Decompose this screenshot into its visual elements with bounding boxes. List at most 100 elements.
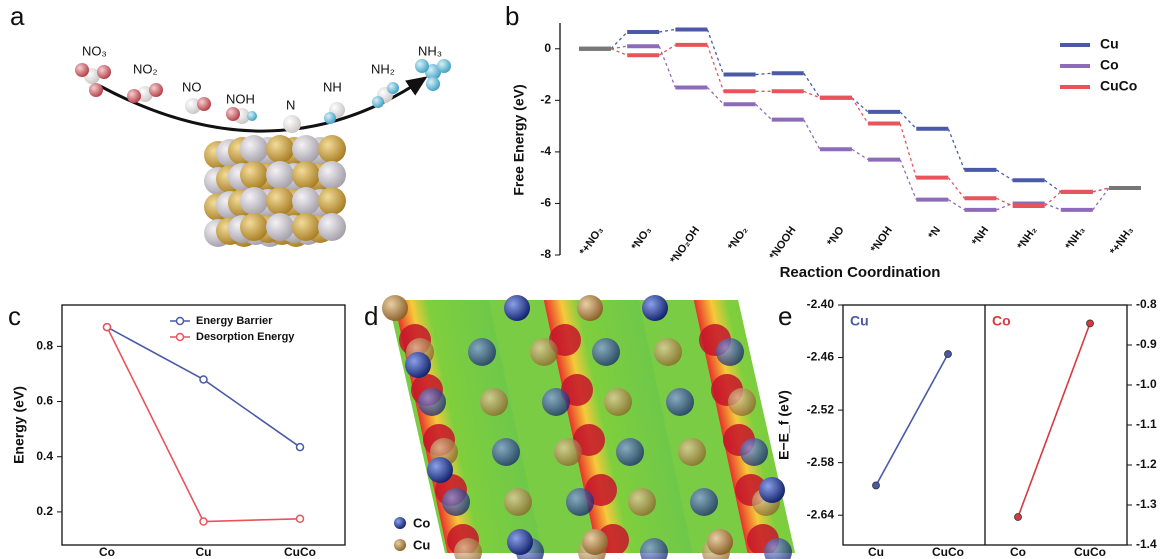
x-tick-label: *NH₂	[1015, 224, 1039, 251]
atom	[604, 388, 632, 416]
x-tick-label: *NOOH	[767, 224, 798, 261]
y-tick-label: -8	[540, 247, 551, 261]
y-tick-label: 0.4	[36, 449, 53, 463]
y-tick-label: 0.8	[36, 339, 53, 353]
atom	[266, 213, 294, 241]
atom	[654, 338, 682, 366]
legend-label: Cu	[1100, 36, 1119, 52]
data-point	[295, 442, 305, 452]
atom	[678, 438, 706, 466]
connector	[658, 44, 676, 56]
x-tick-label: *NO₂	[726, 224, 751, 252]
atom	[292, 213, 320, 241]
connector	[706, 86, 725, 105]
y-tick-label: -1.2	[1136, 457, 1157, 471]
atom	[492, 438, 520, 466]
atom	[707, 529, 733, 555]
series-line	[106, 326, 301, 523]
connector	[755, 103, 773, 121]
atom	[468, 338, 496, 366]
connector	[947, 177, 965, 199]
atom	[266, 135, 294, 163]
atom	[480, 388, 508, 416]
atom	[628, 488, 656, 516]
atom	[530, 338, 558, 366]
connector	[996, 169, 1013, 181]
y-axis-label: Free Energy (eV)	[511, 84, 527, 195]
atom	[240, 213, 268, 241]
species-label: NO	[182, 79, 202, 94]
x-tick-label: *+NO₃	[577, 225, 605, 258]
connector	[658, 45, 676, 88]
panel-label: e	[778, 301, 792, 331]
atom	[382, 295, 408, 321]
atom	[728, 388, 756, 416]
atom	[240, 161, 268, 189]
atom	[266, 161, 294, 189]
data-point	[102, 322, 112, 332]
atom	[240, 135, 268, 163]
connector	[610, 48, 628, 56]
x-tick-label: *NH	[970, 224, 991, 247]
y-tick-label: -2.64	[807, 507, 835, 521]
atom	[240, 187, 268, 215]
charge-density-map: Co Cu	[382, 295, 795, 559]
atom	[292, 187, 320, 215]
atom	[418, 388, 446, 416]
species-label: NO₂	[133, 61, 158, 76]
connector	[1092, 187, 1110, 193]
atom	[542, 388, 570, 416]
connector	[1044, 179, 1062, 193]
illustration: NO₃ NO₂ NO NOH N NH NH₂ NH₃	[75, 43, 451, 247]
atom	[690, 488, 718, 516]
species-label: NH₂	[371, 61, 395, 76]
connector	[851, 148, 869, 161]
y-tick-label: -1.0	[1136, 377, 1157, 391]
connector	[803, 119, 821, 150]
connector	[996, 202, 1013, 211]
y-tick-label: -2.58	[807, 455, 835, 469]
data-point	[944, 350, 952, 358]
connector	[947, 199, 965, 211]
atom	[582, 529, 608, 555]
data-point	[1014, 513, 1022, 521]
connector	[899, 123, 917, 178]
atom	[454, 538, 482, 559]
atom	[640, 538, 668, 559]
species-label: NOH	[226, 91, 255, 106]
legend-label: Co	[413, 515, 430, 530]
atom	[427, 457, 453, 483]
connector	[706, 29, 725, 75]
x-tick-label: CuCo	[932, 545, 964, 559]
connector	[803, 72, 821, 99]
y-tick-label: -1.3	[1136, 497, 1157, 511]
x-tick-label: Co	[1010, 545, 1026, 559]
atom	[759, 477, 785, 503]
axis-frame	[61, 304, 346, 546]
x-tick-label: Cu	[868, 545, 884, 559]
legend-marker	[175, 332, 185, 342]
data-point	[1086, 319, 1094, 328]
x-axis-label: Reaction Coordination	[780, 264, 941, 281]
connector	[899, 111, 917, 130]
data-point	[872, 481, 880, 490]
atom	[566, 488, 594, 516]
atom	[292, 135, 320, 163]
atom	[616, 438, 644, 466]
field-band	[541, 300, 695, 553]
series-line	[875, 353, 949, 486]
y-tick-label: -1.1	[1136, 417, 1157, 431]
x-tick-label: *NH₃	[1063, 225, 1087, 253]
legend-marker	[175, 316, 185, 326]
data-point	[199, 375, 208, 384]
atom	[442, 488, 470, 516]
legend-label: Energy Barrier	[196, 315, 273, 327]
y-tick-label: 0.2	[36, 504, 53, 518]
x-tick-label: *NO₂OH	[668, 224, 702, 265]
legend-swatch	[394, 517, 406, 529]
y-tick-label: -0.9	[1136, 337, 1157, 351]
x-tick-label: *NOH	[869, 224, 895, 254]
y-axis-label: E−E_f (eV)	[776, 390, 792, 460]
atom	[716, 338, 744, 366]
